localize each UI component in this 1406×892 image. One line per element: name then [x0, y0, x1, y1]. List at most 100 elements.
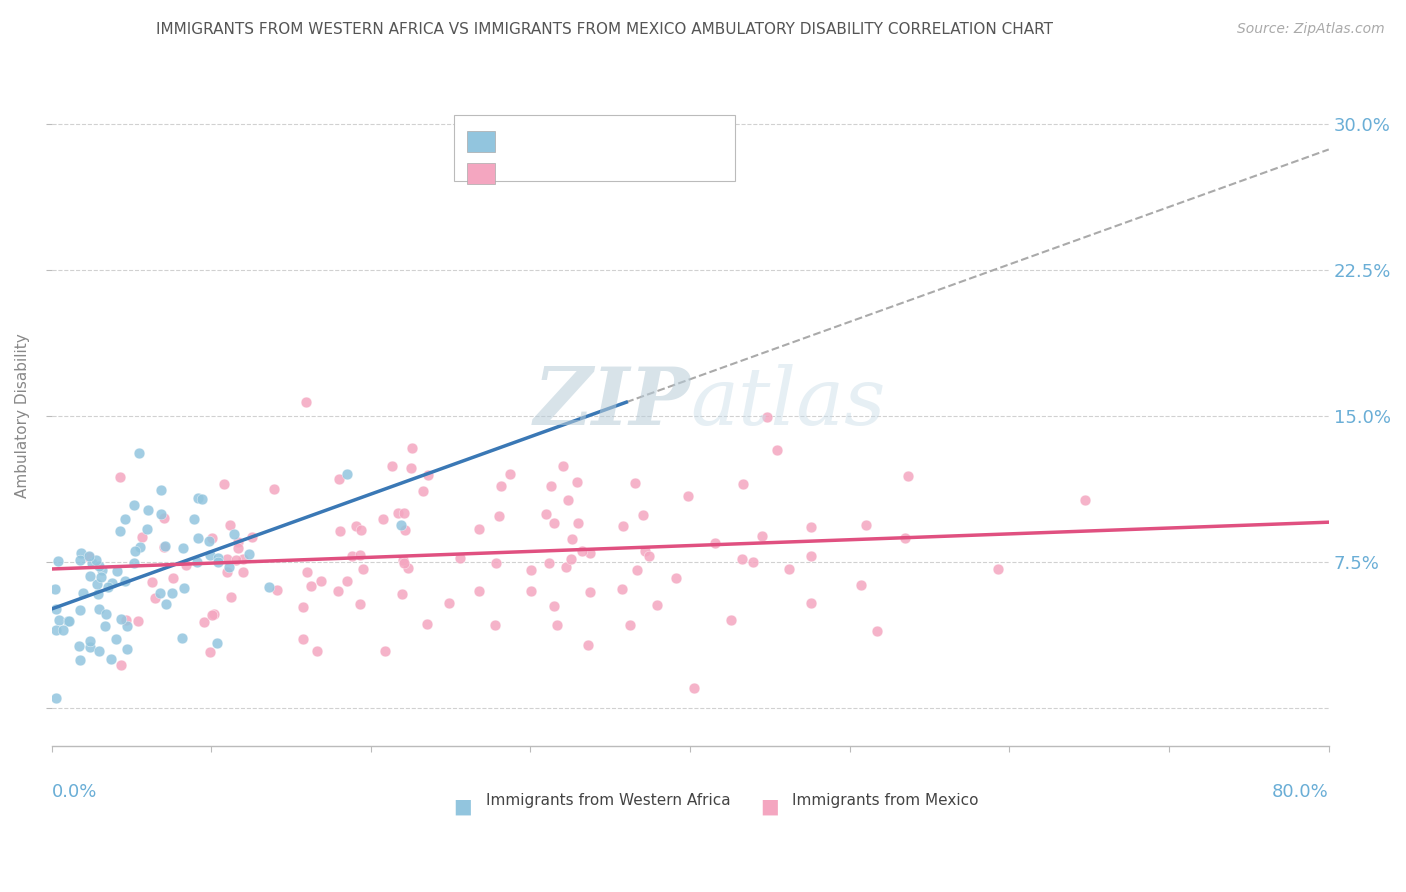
Point — [219, 590, 242, 604]
Point — [48, 613, 70, 627]
Point — [399, 461, 422, 475]
Point — [122, 557, 145, 571]
Point — [851, 578, 873, 592]
Point — [391, 553, 413, 567]
Point — [115, 641, 138, 656]
Point — [561, 532, 583, 546]
Point — [45, 690, 67, 705]
Point — [855, 517, 877, 532]
Point — [704, 536, 727, 550]
Bar — [467, 162, 495, 184]
Point — [52, 623, 75, 637]
Point — [87, 558, 110, 573]
Point — [218, 560, 240, 574]
Point — [56, 614, 79, 628]
Point — [295, 565, 318, 579]
Point — [576, 638, 599, 652]
Text: Immigrants from Mexico: Immigrants from Mexico — [793, 793, 979, 807]
Point — [742, 555, 765, 569]
Point — [212, 477, 235, 491]
Point — [329, 524, 352, 538]
Point — [198, 645, 221, 659]
Point — [391, 586, 413, 600]
Point — [349, 548, 371, 562]
Point — [543, 516, 565, 530]
Point — [987, 562, 1010, 576]
FancyBboxPatch shape — [454, 115, 735, 181]
Point — [89, 643, 111, 657]
Point — [328, 583, 350, 598]
Point — [731, 477, 754, 491]
Point — [897, 469, 920, 483]
Text: ▪: ▪ — [759, 793, 779, 822]
Point — [225, 553, 247, 567]
Point — [141, 574, 163, 589]
Point — [485, 556, 508, 570]
Point — [153, 511, 176, 525]
Point — [437, 596, 460, 610]
Point — [751, 529, 773, 543]
Point — [79, 640, 101, 654]
Point — [69, 603, 91, 617]
Point — [499, 467, 522, 481]
Point — [415, 616, 437, 631]
Point — [200, 548, 222, 562]
Point — [800, 520, 823, 534]
Point — [866, 624, 889, 638]
Point — [520, 564, 543, 578]
Point — [136, 503, 159, 517]
Point — [266, 582, 288, 597]
Point — [534, 507, 557, 521]
Point — [160, 586, 183, 600]
Point — [240, 530, 263, 544]
Point — [340, 549, 363, 563]
Point — [638, 549, 661, 563]
Point — [191, 491, 214, 506]
Point — [129, 541, 152, 555]
Point — [176, 558, 198, 573]
Point — [412, 483, 434, 498]
Point — [309, 574, 332, 588]
Point — [128, 445, 150, 459]
Point — [336, 574, 359, 589]
Point — [578, 546, 600, 560]
Point — [100, 651, 122, 665]
Point — [731, 552, 754, 566]
Point — [186, 555, 208, 569]
Point — [238, 547, 260, 561]
Point — [77, 550, 100, 565]
Point — [114, 512, 136, 526]
Point — [72, 585, 94, 599]
Point — [396, 560, 419, 574]
Point — [153, 539, 176, 553]
Point — [197, 533, 219, 548]
Point — [86, 577, 108, 591]
Point — [193, 615, 215, 629]
Point — [295, 394, 318, 409]
Point — [623, 475, 645, 490]
Y-axis label: Ambulatory Disability: Ambulatory Disability — [15, 334, 30, 498]
Point — [155, 597, 177, 611]
Point — [683, 681, 706, 696]
Point — [226, 541, 249, 555]
Point — [45, 602, 67, 616]
Point — [800, 549, 823, 564]
Point — [546, 618, 568, 632]
Point — [664, 571, 686, 585]
Point — [612, 582, 634, 597]
Point — [58, 615, 80, 629]
Point — [257, 580, 280, 594]
Point — [94, 607, 117, 621]
Point — [349, 597, 371, 611]
Point — [124, 543, 146, 558]
Point — [80, 556, 103, 570]
Point — [676, 489, 699, 503]
Point — [381, 458, 404, 473]
Point — [567, 516, 589, 530]
Point — [173, 581, 195, 595]
Point — [720, 613, 742, 627]
Point — [305, 644, 328, 658]
Text: atlas: atlas — [690, 364, 886, 442]
Point — [44, 582, 66, 596]
Point — [84, 553, 107, 567]
